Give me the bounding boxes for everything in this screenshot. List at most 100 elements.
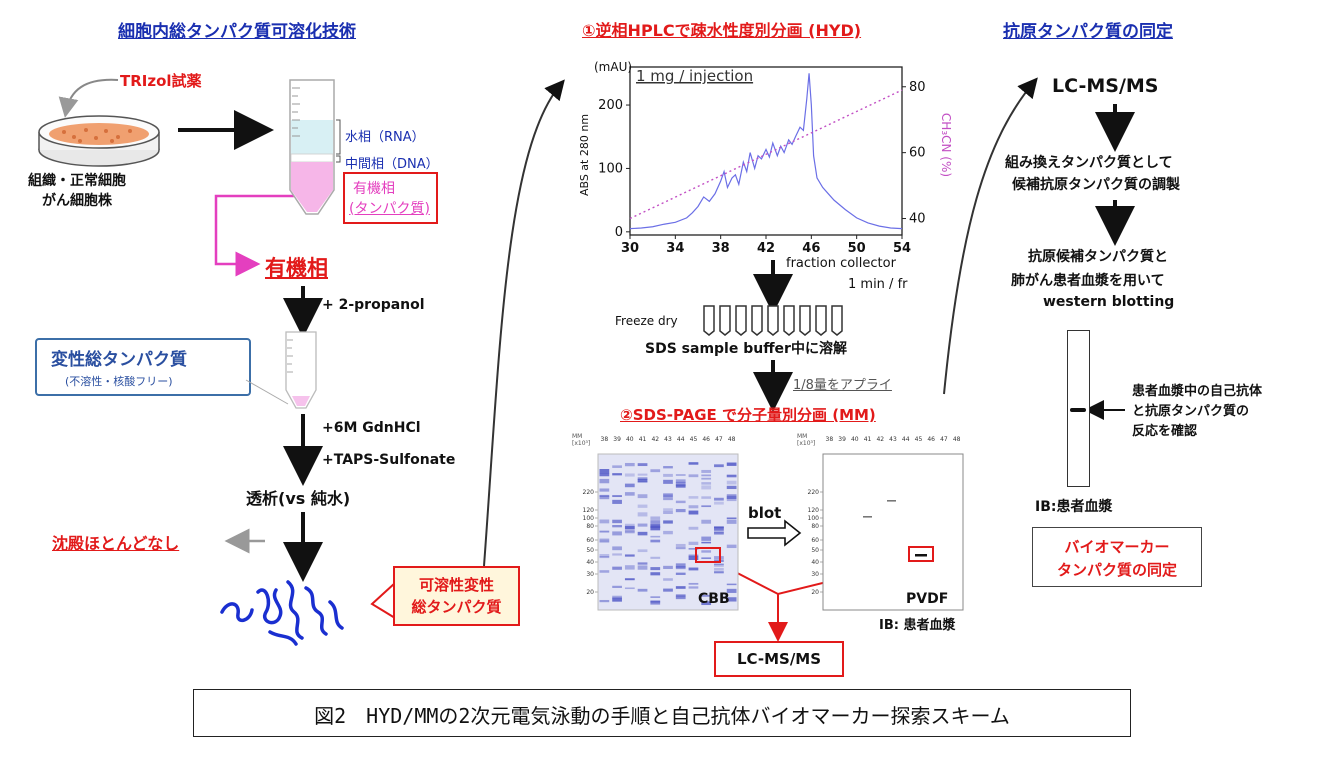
gel-band [688,462,699,465]
gel-band [701,519,712,524]
pvdf-ib-label: IB: 患者血漿 [879,618,956,633]
biomarker-label-2: タンパク質の同定 [1056,561,1177,579]
gel-lane-label: 40 [626,436,634,443]
no-precipitate-label: 沈殿ほとんどなし [52,534,180,553]
gel-band [701,541,712,544]
gel-band [726,588,737,593]
gel-band [599,519,610,524]
fraction-tubes-icon [703,305,843,336]
gel-lane-label: 38 [601,436,609,443]
gel-band [714,531,724,535]
western-blot-label-1: 抗原候補タンパク質と [1028,249,1168,265]
gel-lane-label: 39 [838,436,846,443]
ib-plasma-label: IB:患者血漿 [1035,499,1113,515]
organic-phase-heading: 有機相 [265,256,328,280]
soluble-protein-box: 可溶性変性 総タンパク質 [393,566,520,626]
y2-tick-label: 80 [909,80,926,95]
gel-band [612,597,622,602]
gel-band [612,546,622,551]
y-tick-label: 200 [598,98,623,113]
y2-tick-label: 60 [909,146,926,161]
gel-band [714,571,724,574]
gel-marker-label: 50 [811,547,819,554]
pvdf-label: PVDF [906,591,949,607]
gel-band [726,474,737,477]
gel-band [599,488,610,492]
gel-band [650,567,661,571]
organic-phase-label-2: (タンパク質) [349,201,430,217]
x-tick-label: 46 [802,241,820,256]
pvdf-highlight-box [908,546,934,562]
gel-band [675,596,686,600]
gel-band [701,477,712,480]
trizol-arrow [58,78,119,118]
gel-band [663,497,673,501]
sds-page-section-heading: ②SDS-PAGE で分子量別分画 (MM) [620,406,876,424]
gel-marker-label: 100 [583,515,595,522]
gel-band [701,505,712,508]
fraction-rate-label: 1 min / fr [848,277,908,292]
gel-band [599,540,610,543]
gel-band [650,596,661,598]
gel-band [714,464,724,468]
confirm-label-2: と抗原タンパク質の [1132,404,1250,419]
gel-band [688,586,699,589]
gel-band [663,466,673,469]
gel-band [599,538,610,541]
figure-caption-box: 図2 HYD/MMの2次元電気泳動の手順と自己抗体バイオマーカー探索スキーム [193,689,1131,737]
y2-tick-label: 40 [909,212,926,227]
gel-band [650,520,661,524]
gel-band [612,519,622,524]
apply-label: 1/8量をアプライ [793,378,892,393]
gel-marker-label: 220 [583,489,595,496]
gel-band [701,594,712,597]
gel-band [624,473,635,477]
gel-band [612,553,622,556]
gel-marker-label: 80 [811,523,819,530]
gel-lane-label: 45 [690,436,698,443]
gel-marker-label: 120 [808,507,820,514]
gel-lane-label: 48 [728,436,736,443]
x-tick-label: 42 [757,241,775,256]
western-blot-strip [1067,330,1090,487]
membrane-band [863,516,872,518]
gel-band [714,556,724,560]
gel-lane-label: 45 [915,436,923,443]
gel-unit-label: [x10³] [572,440,590,447]
gel-lane-label: 39 [613,436,621,443]
gel-band [675,563,686,568]
gel-band [637,565,648,570]
western-blot-band [1070,408,1086,412]
right-section-heading: 抗原タンパク質の同定 [1003,22,1173,42]
recombinant-prep-label-2: 候補抗原タンパク質の調製 [1012,177,1180,193]
gel-band [637,494,648,499]
gel-band [637,463,648,467]
gel-band [624,525,635,530]
gel-band [637,549,648,553]
gel-band [675,572,686,575]
organic-phase-box: 有機相 (タンパク質) [343,172,438,224]
gel-band [726,517,737,520]
gel-band [612,585,622,588]
gel-band [637,477,648,481]
gel-band [701,496,712,499]
gel-band [726,583,737,586]
organic-phase-arrow [214,194,297,277]
gel-band [599,478,610,484]
lcms-label-right: LC-MS/MS [1052,75,1159,97]
x-tick-label: 34 [666,241,684,256]
gel-lane-label: 41 [639,436,647,443]
gel-marker-label: 60 [586,537,594,544]
gel-band [688,505,699,509]
gel-band [701,557,712,559]
gel-band [701,536,712,541]
lcms-label-center: LC-MS/MS [736,650,822,668]
acetonitrile-gradient-line [629,89,903,220]
cbb-label: CBB [698,591,730,607]
gel-marker-label: 60 [811,537,819,544]
gel-band [624,565,635,570]
gel-band [701,550,712,553]
injection-note: 1 mg / injection [636,67,753,85]
gel-band [688,554,699,557]
